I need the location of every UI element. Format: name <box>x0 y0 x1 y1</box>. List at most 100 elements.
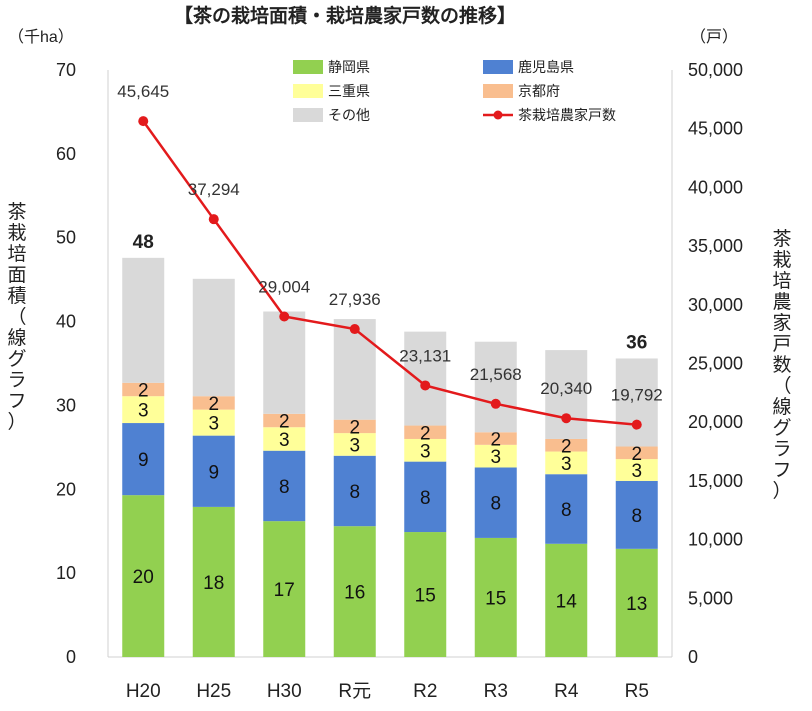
bar-segment <box>545 543 588 657</box>
segment-label: 3 <box>490 447 501 468</box>
segment-label: 3 <box>631 461 642 482</box>
household-point <box>490 398 501 409</box>
right-tick-label: 50,000 <box>688 60 743 80</box>
household-label: 20,340 <box>540 379 592 398</box>
bar-segment <box>122 495 165 657</box>
category-label: H25 <box>196 681 231 702</box>
segment-label: 2 <box>420 423 431 444</box>
segment-label: 2 <box>349 417 360 438</box>
left-tick-label: 60 <box>56 144 76 164</box>
household-label: 19,792 <box>611 386 663 405</box>
farm-household-line: 45,645 37,294 29,004 27,936 23,131 21,568 20,3… <box>117 82 663 430</box>
category-label: H30 <box>267 681 302 702</box>
legend-swatch <box>293 84 323 98</box>
left-axis-unit: （千ha） <box>8 28 74 46</box>
bar-segment <box>404 425 447 439</box>
bar-segment <box>192 278 235 397</box>
household-label: 27,936 <box>329 290 381 309</box>
bar-segment <box>333 526 376 657</box>
bar-segment <box>263 311 306 414</box>
household-label: 45,645 <box>117 82 169 101</box>
bar-segment <box>615 480 658 549</box>
vertical-axis-labels: 茶栽培面積（線グラフ） 茶栽培農家戸数（線グラフ） <box>7 201 791 502</box>
right-tick-label: 0 <box>688 647 698 667</box>
segment-label: 3 <box>138 401 149 422</box>
left-tick-label: 50 <box>56 228 76 248</box>
category-label: R3 <box>484 681 508 702</box>
left-tick-label: 20 <box>56 479 76 499</box>
bar-segment <box>615 548 658 657</box>
right-tick-label: 35,000 <box>688 236 743 256</box>
legend-entry: 三重県 <box>328 83 370 99</box>
bar-segment <box>474 444 517 468</box>
legend-swatch <box>293 108 323 122</box>
right-tick-label: 15,000 <box>688 471 743 491</box>
bar-segment <box>404 331 447 426</box>
bar-segment <box>545 451 588 475</box>
left-axis-label: 茶栽培面積（線グラフ） <box>7 201 26 433</box>
bar-segment <box>404 461 447 533</box>
segment-label: 3 <box>420 441 431 462</box>
segment-label: 15 <box>485 588 506 609</box>
segment-label: 2 <box>561 436 572 457</box>
category-labels: H20 H25 H30 R元 R2 R3 R4 R5 <box>126 681 649 702</box>
bar-segment <box>545 350 588 439</box>
household-point <box>138 116 149 127</box>
segment-label: 8 <box>631 506 642 527</box>
category-label: R2 <box>413 681 437 702</box>
bar-segment <box>474 467 517 538</box>
bar-segment <box>404 438 447 462</box>
bar-segment <box>263 427 306 451</box>
bar-segment <box>333 455 376 527</box>
segment-label: 3 <box>279 430 290 451</box>
segment-label: 17 <box>274 580 295 601</box>
household-point <box>208 214 219 225</box>
bar-segment <box>545 438 588 452</box>
legend-entry: 静岡県 <box>328 59 370 75</box>
segment-label: 9 <box>208 462 219 483</box>
total-label: 36 <box>626 332 647 353</box>
legend-swatch <box>483 84 513 98</box>
right-axis-unit: （戸） <box>690 28 738 46</box>
segment-label: 2 <box>490 430 501 451</box>
bar-segment <box>122 396 165 424</box>
bar-segment <box>615 459 658 481</box>
legend-line-marker <box>493 110 503 120</box>
bar-segment <box>474 341 517 433</box>
category-label: H20 <box>126 681 161 702</box>
household-point <box>420 380 431 391</box>
right-tick-label: 25,000 <box>688 354 743 374</box>
legend-entry: 茶栽培農家戸数 <box>518 107 616 123</box>
right-tick-label: 30,000 <box>688 295 743 315</box>
segment-label: 9 <box>138 450 149 471</box>
legend-entry: その他 <box>328 107 370 123</box>
household-point <box>561 413 572 424</box>
household-point <box>631 419 642 430</box>
bar-segment <box>263 413 306 428</box>
category-label: R5 <box>625 681 649 702</box>
household-point <box>349 324 360 335</box>
bar-segment <box>333 419 376 434</box>
bar-segment <box>122 382 165 397</box>
household-point <box>279 311 290 322</box>
right-tick-label: 40,000 <box>688 177 743 197</box>
right-tick-label: 5,000 <box>688 588 733 608</box>
bar-segment <box>404 532 447 657</box>
household-label: 37,294 <box>188 180 240 199</box>
segment-label: 16 <box>344 583 365 604</box>
bar-segment <box>122 257 165 383</box>
segment-label: 8 <box>279 477 290 498</box>
right-axis-ticks: 0 5,000 10,000 15,000 20,000 25,000 30,000 35,0… <box>688 60 743 667</box>
bar-segment <box>122 423 165 496</box>
bar-segment <box>192 506 235 657</box>
bar-segment <box>615 358 658 447</box>
segment-label: 8 <box>349 482 360 503</box>
left-tick-label: 70 <box>56 60 76 80</box>
segment-label: 2 <box>208 394 219 415</box>
segment-label: 20 <box>133 567 154 588</box>
bar-segment <box>615 446 658 460</box>
segment-label: 2 <box>279 412 290 433</box>
household-label: 23,131 <box>399 346 451 365</box>
bar-segment <box>192 409 235 436</box>
